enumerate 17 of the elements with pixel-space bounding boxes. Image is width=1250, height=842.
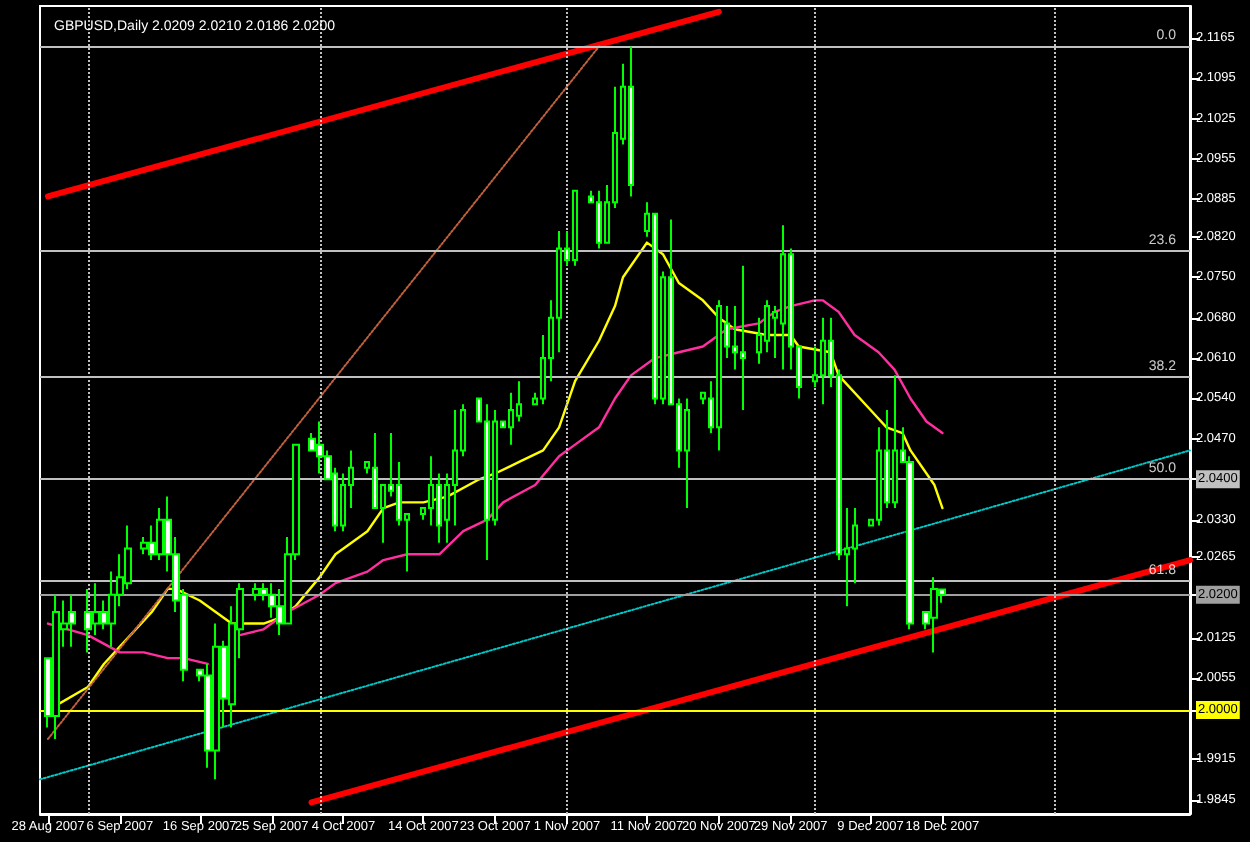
candlestick: [212, 622, 220, 781]
candlestick: [740, 264, 746, 411]
candlestick: [252, 582, 260, 602]
candlestick: [484, 403, 490, 562]
candlestick: [684, 397, 690, 510]
candlestick: [780, 224, 786, 371]
candlestick: [52, 593, 60, 740]
candlestick: [68, 593, 76, 648]
candlestick: [892, 374, 898, 510]
candlestick: [716, 299, 722, 452]
candlestick: [316, 420, 324, 475]
candlestick: [596, 189, 602, 250]
candlestick: [930, 576, 938, 654]
candlestick: [628, 45, 634, 198]
candlestick: [820, 316, 826, 406]
candlestick: [572, 189, 578, 267]
candlestick: [84, 587, 92, 654]
